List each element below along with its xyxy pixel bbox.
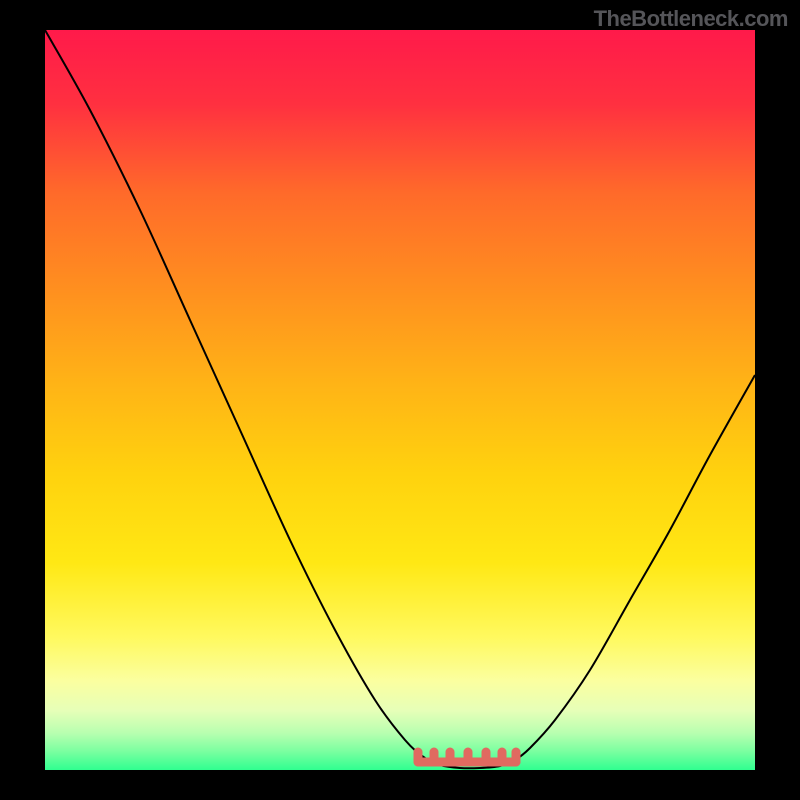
bottleneck-chart xyxy=(0,0,800,800)
optimal-range-marker xyxy=(418,752,516,762)
plot-background xyxy=(45,30,755,770)
chart-frame: { "watermark": { "text": "TheBottleneck.… xyxy=(0,0,800,800)
